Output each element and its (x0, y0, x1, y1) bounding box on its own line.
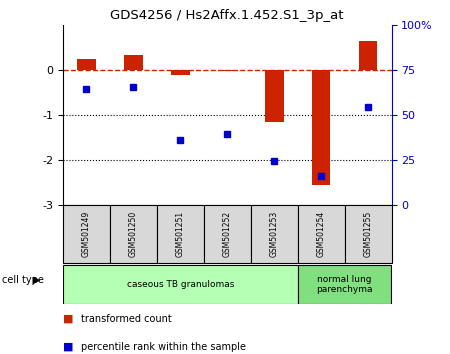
Text: cell type: cell type (2, 275, 44, 285)
Bar (124, 56, 143, 70)
Text: GSM501255: GSM501255 (364, 211, 373, 257)
Bar (63, 265, 297, 304)
Bar (77, 59, 96, 70)
Title: GDS4256 / Hs2Affx.1.452.S1_3p_at: GDS4256 / Hs2Affx.1.452.S1_3p_at (111, 9, 344, 22)
Bar (171, 70, 190, 75)
Bar (359, 41, 378, 70)
Bar (312, 70, 330, 185)
Bar (110, 205, 157, 263)
Text: GSM501249: GSM501249 (82, 211, 91, 257)
Text: GSM501253: GSM501253 (270, 211, 279, 257)
Bar (157, 205, 204, 263)
Text: GSM501252: GSM501252 (223, 211, 232, 257)
Text: transformed count: transformed count (81, 314, 172, 324)
Bar (204, 205, 251, 263)
Text: ■: ■ (63, 314, 73, 324)
Text: GSM501254: GSM501254 (317, 211, 326, 257)
Bar (297, 265, 392, 304)
Text: normal lung
parenchyma: normal lung parenchyma (316, 275, 373, 294)
Bar (218, 70, 237, 71)
Text: ■: ■ (63, 342, 73, 352)
Text: percentile rank within the sample: percentile rank within the sample (81, 342, 246, 352)
Bar (63, 205, 110, 263)
Text: GSM501250: GSM501250 (129, 211, 138, 257)
Bar (251, 205, 297, 263)
Bar (345, 205, 392, 263)
Bar (265, 70, 284, 122)
Bar (297, 205, 345, 263)
Text: ▶: ▶ (33, 275, 40, 285)
Text: GSM501251: GSM501251 (176, 211, 185, 257)
Text: caseous TB granulomas: caseous TB granulomas (126, 280, 234, 289)
